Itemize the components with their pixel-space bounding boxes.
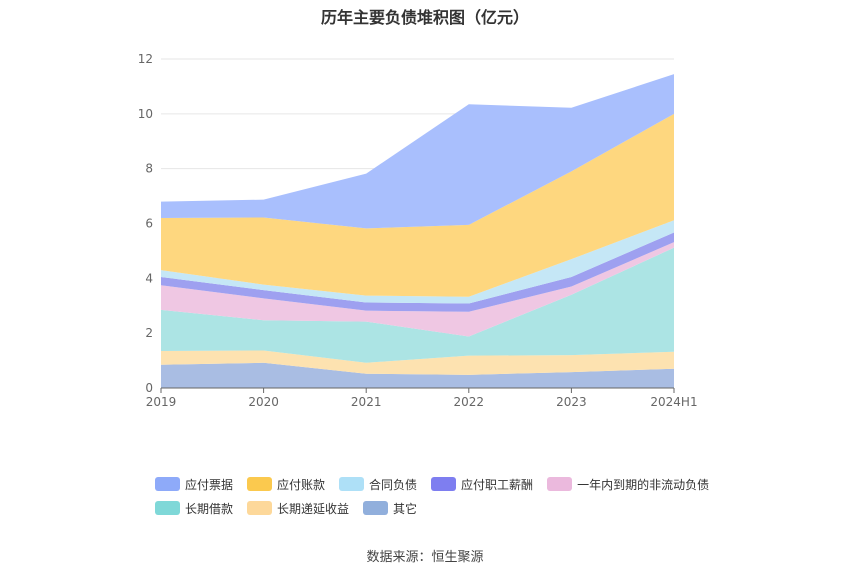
area-长期递延收益 (161, 350, 674, 375)
legend-label: 应付票据 (185, 477, 234, 492)
legend-item[interactable]: 应付职工薪酬 (431, 476, 533, 493)
data-source: 数据来源：恒生聚源 (366, 550, 484, 565)
legend-swatch (247, 477, 273, 491)
y-tick-label: 4 (145, 271, 153, 285)
legend-item[interactable]: 一年内到期的非流动负债 (547, 476, 709, 493)
legend-swatch (155, 477, 180, 491)
area-应付职工薪酬 (161, 232, 674, 312)
legend-swatch (247, 501, 273, 515)
axes: 0 2 4 6 8 10 12 2019 2020 2021 2022 2023 2024H1 (138, 52, 698, 409)
legend-row-2: 长期借款 长期递延收益 其它 (155, 496, 755, 520)
y-tick-label: 10 (138, 107, 153, 121)
area-其它 (161, 362, 674, 388)
area-series (161, 74, 674, 388)
legend-swatch (363, 501, 389, 515)
legend-label: 合同负债 (369, 477, 418, 492)
area-应付账款 (161, 113, 674, 297)
y-tick-label: 0 (145, 381, 153, 395)
legend-item[interactable]: 合同负债 (339, 476, 417, 493)
legend-swatch (547, 477, 573, 491)
area-一年内到期的非流动负债 (161, 242, 674, 337)
area-长期借款 (161, 247, 674, 363)
area-应付票据 (161, 74, 674, 229)
legend: 应付票据 应付账款 合同负债 应付职工薪酬 一年内到期的非流动负债 长期借款 长期递延收益… (155, 472, 755, 520)
legend-label: 其它 (393, 501, 418, 516)
y-tick-label: 12 (138, 52, 153, 66)
y-tick-label: 6 (145, 217, 153, 231)
legend-item[interactable]: 长期递延收益 (247, 500, 349, 517)
legend-swatch (339, 477, 365, 491)
area-合同负债 (161, 220, 674, 304)
x-tick-label: 2021 (351, 395, 382, 409)
legend-item[interactable]: 长期借款 (155, 500, 233, 517)
chart-title: 历年主要负债堆积图（亿元） (320, 8, 529, 27)
legend-label: 一年内到期的非流动负债 (577, 477, 710, 492)
legend-label: 长期递延收益 (277, 501, 350, 516)
legend-item[interactable]: 应付账款 (247, 476, 325, 493)
x-tick-label: 2019 (146, 395, 177, 409)
y-tick-label: 8 (145, 162, 153, 176)
legend-swatch (155, 501, 180, 515)
legend-row-1: 应付票据 应付账款 合同负债 应付职工薪酬 一年内到期的非流动负债 (155, 472, 755, 496)
legend-label: 应付账款 (277, 477, 326, 492)
legend-swatch (431, 477, 457, 491)
x-tick-label: 2022 (454, 395, 485, 409)
y-tick-label: 2 (145, 326, 153, 340)
legend-item[interactable]: 应付票据 (155, 476, 233, 493)
legend-label: 长期借款 (185, 501, 234, 516)
x-tick-label: 2020 (248, 395, 279, 409)
x-tick-label: 2023 (556, 395, 587, 409)
legend-item[interactable]: 其它 (363, 500, 417, 517)
x-tick-label: 2024H1 (650, 395, 697, 409)
legend-label: 应付职工薪酬 (461, 477, 534, 492)
